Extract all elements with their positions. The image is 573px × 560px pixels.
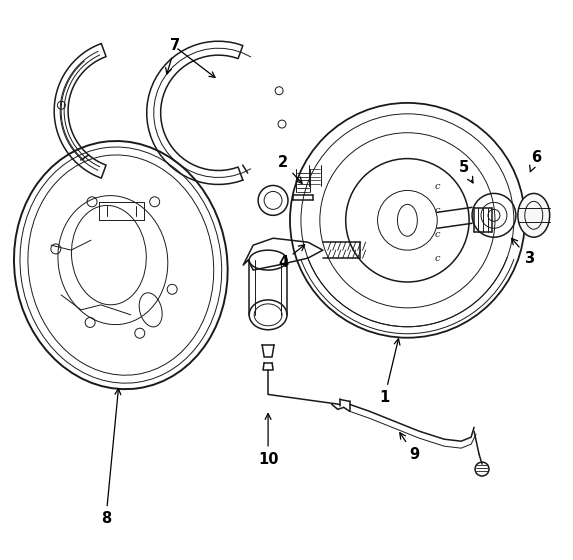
Text: 7: 7 xyxy=(166,38,180,74)
Text: c: c xyxy=(434,254,440,263)
Text: 3: 3 xyxy=(512,239,534,265)
Text: 6: 6 xyxy=(529,150,541,171)
Ellipse shape xyxy=(58,195,168,325)
Ellipse shape xyxy=(518,193,550,237)
Text: 2: 2 xyxy=(278,155,302,183)
Text: c: c xyxy=(434,182,440,191)
Text: c: c xyxy=(434,230,440,239)
Text: 1: 1 xyxy=(379,339,400,405)
Text: 4: 4 xyxy=(278,245,305,269)
Text: 9: 9 xyxy=(400,433,419,461)
Text: 8: 8 xyxy=(101,389,121,526)
Text: 5: 5 xyxy=(459,160,473,183)
Text: 10: 10 xyxy=(258,413,278,466)
Text: c: c xyxy=(434,206,440,215)
